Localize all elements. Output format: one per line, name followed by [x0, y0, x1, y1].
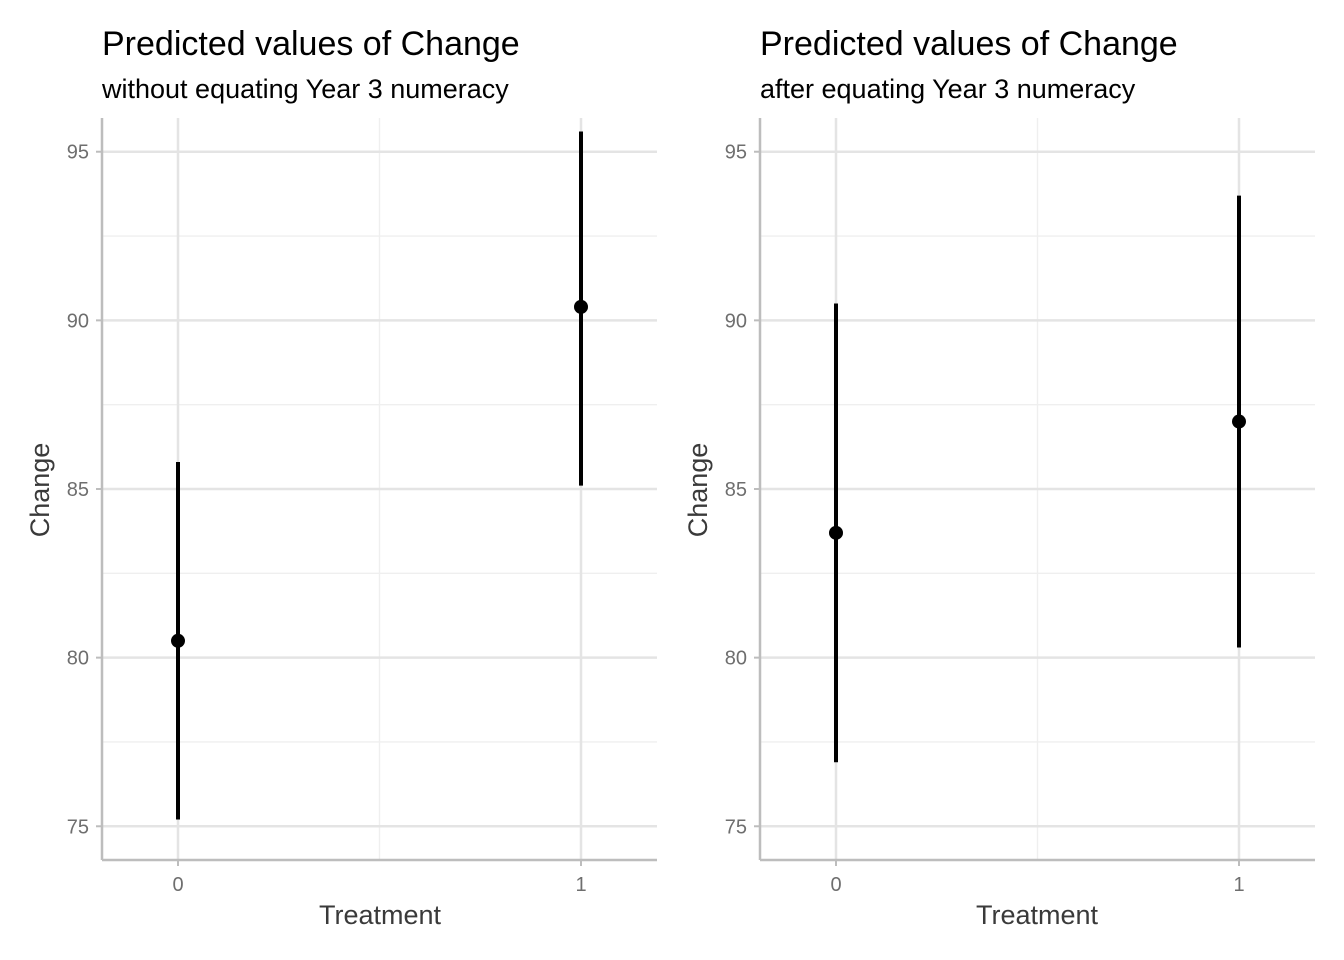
y-axis-title: Change [683, 443, 713, 538]
y-tick-label: 75 [725, 816, 747, 838]
y-tick-label: 80 [725, 648, 747, 670]
x-tick-label: 0 [172, 874, 183, 896]
y-tick-label: 85 [67, 479, 89, 501]
chart-title: Predicted values of Change [102, 25, 520, 63]
y-tick-label: 90 [67, 310, 89, 332]
x-tick-label: 1 [1233, 874, 1244, 896]
y-tick-label: 75 [67, 816, 89, 838]
plot-area: 75 80 85 90 95 0 1 [725, 118, 1315, 896]
y-axis-title: Change [25, 443, 55, 538]
data-point [829, 525, 843, 540]
y-tick-label: 95 [725, 142, 747, 164]
data-point [1232, 414, 1246, 429]
x-axis-title: Treatment [319, 900, 442, 930]
data-point [171, 633, 185, 648]
chart-panel-right: Predicted values of Change after equatin… [683, 25, 1315, 930]
data-point [574, 299, 588, 314]
y-tick-label: 85 [725, 479, 747, 501]
chart-panel-left: Predicted values of Change without equat… [25, 25, 657, 930]
x-tick-label: 0 [830, 874, 841, 896]
y-tick-label: 80 [67, 648, 89, 670]
plot-area: 75 80 85 90 95 0 1 [67, 118, 657, 896]
x-tick-label: 1 [575, 874, 586, 896]
y-tick-label: 95 [67, 142, 89, 164]
y-tick-label: 90 [725, 310, 747, 332]
x-axis-title: Treatment [976, 900, 1099, 930]
chart-subtitle: after equating Year 3 numeracy [760, 74, 1136, 104]
chart-title: Predicted values of Change [760, 25, 1178, 63]
chart-subtitle: without equating Year 3 numeracy [101, 74, 509, 104]
